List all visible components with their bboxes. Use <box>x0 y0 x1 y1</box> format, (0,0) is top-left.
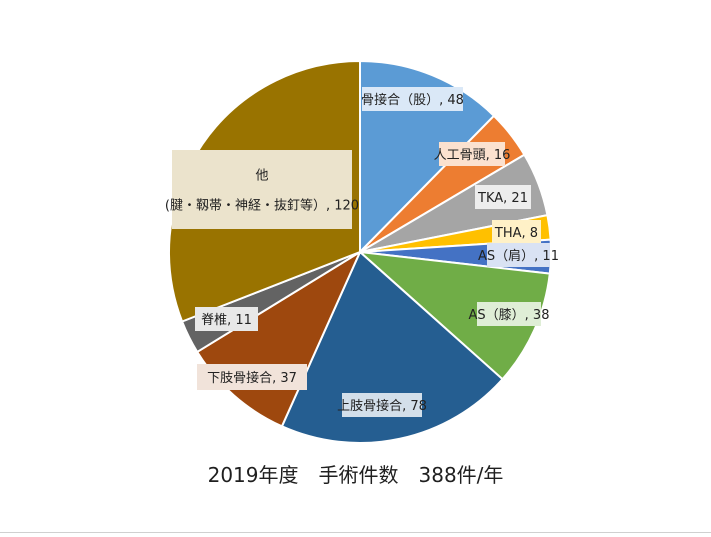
slice-label-text: 人工骨頭, 16 <box>434 148 511 163</box>
slice-label-background <box>197 364 307 390</box>
slice-label-background <box>342 393 422 417</box>
slice-label-background <box>439 142 505 166</box>
slice-label-background <box>492 220 541 244</box>
bottom-divider <box>0 532 711 533</box>
slice-label-background <box>195 307 258 331</box>
slice-label-background <box>475 185 531 209</box>
slice-label-7: 上肢骨接合, 78 <box>337 393 427 417</box>
pie-slice-7 <box>280 250 504 444</box>
slice-label-background <box>172 150 352 229</box>
slice-label-4: THA, 8 <box>492 220 541 244</box>
slice-label-background <box>362 87 463 111</box>
slice-label-5: AS（肩）, 11 <box>478 243 559 267</box>
slice-label-text: 脊椎, 11 <box>201 313 252 328</box>
slice-label-1: 骨接合（股）, 48 <box>361 87 464 111</box>
slice-label-3: TKA, 21 <box>475 185 531 209</box>
slice-label-background <box>477 302 541 326</box>
pie-labels: 骨接合（股）, 48 人工骨頭, 16 TKA, 21 THA, 8 AS（肩）, 11… <box>165 87 559 417</box>
chart-title: 2019年度 手術件数 388件/年 <box>207 463 504 487</box>
slice-label-text: 下肢骨接合, 37 <box>207 370 297 386</box>
slice-label-background <box>487 243 550 267</box>
slice-label-text: AS（膝）, 38 <box>469 308 550 323</box>
slice-label-10: 他 (腱・靱帯・神経・抜釘等）, 120 <box>165 150 359 229</box>
slice-label-8: 下肢骨接合, 37 <box>197 364 307 390</box>
slice-label-text: 上肢骨接合, 78 <box>337 398 427 414</box>
slice-label-9: 脊椎, 11 <box>195 307 258 331</box>
slice-label-text: (腱・靱帯・神経・抜釘等）, 120 <box>165 198 359 214</box>
slice-label-text: TKA, 21 <box>477 191 528 206</box>
slice-label-text: 骨接合（股）, 48 <box>361 92 464 108</box>
slice-label-text: THA, 8 <box>494 226 538 241</box>
slice-label-text: AS（肩）, 11 <box>478 248 559 264</box>
slice-label-text: 他 <box>255 169 268 184</box>
pie-slice-6 <box>356 250 551 381</box>
slice-label-2: 人工骨頭, 16 <box>434 142 511 166</box>
slice-label-6: AS（膝）, 38 <box>469 302 550 326</box>
